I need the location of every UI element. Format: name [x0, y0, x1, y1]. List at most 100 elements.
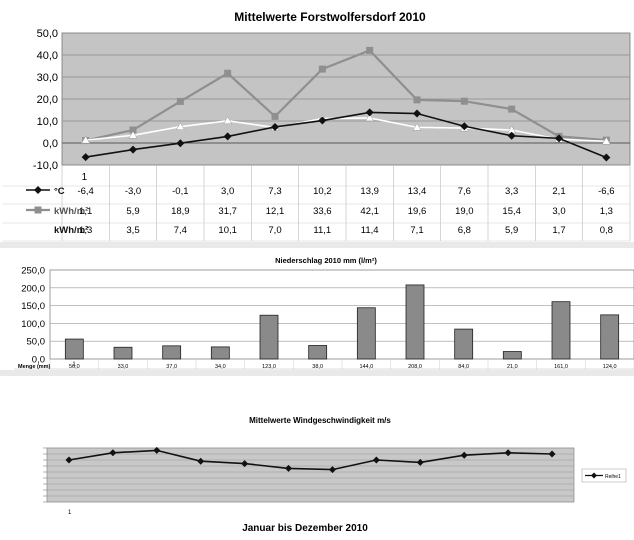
y-tick-label: 20,0	[37, 94, 58, 106]
table-cell-value: 3,0	[221, 186, 234, 197]
legend-label: kWh/m²	[54, 206, 88, 217]
plot-area	[46, 447, 575, 503]
table-cell-value: 7,6	[458, 186, 471, 197]
wind-speed-chart-panel: Mittelwerte Windgeschwindigkeit m/s Janu…	[0, 376, 634, 535]
table-cell-value: 10,2	[313, 186, 332, 197]
series-temperature-point	[81, 153, 90, 162]
series-temperature-point	[413, 109, 421, 118]
series-radiation-2-point	[412, 122, 422, 131]
legend-label: kWh/m²	[54, 225, 88, 236]
series-temperature-point	[271, 122, 279, 131]
series-temperature-point	[460, 122, 469, 131]
x-tick-label: 1	[82, 172, 88, 183]
panel-separator	[0, 242, 634, 248]
table-cell-value: 84,0	[458, 364, 469, 370]
table-cell-value: 7,0	[268, 225, 281, 236]
series-wind-point	[241, 460, 249, 468]
wind-speed-chart: Mittelwerte Windgeschwindigkeit m/s Janu…	[43, 416, 627, 534]
table-cell-value: 208,0	[408, 364, 422, 370]
legend-label: °C	[54, 186, 65, 197]
series-radiation-2-line	[85, 117, 607, 143]
series-radiation-1-point	[460, 97, 468, 105]
y-tick-label: 50,0	[37, 28, 58, 40]
legend-marker	[591, 472, 597, 479]
series-wind-point	[504, 449, 512, 457]
table-cell-value: 1,3	[600, 206, 613, 217]
table-cell-value: -3,0	[125, 186, 141, 197]
temperature-radiation-chart-panel: Mittelwerte Forstwolfersdorf 2010 50,0 40…	[0, 0, 634, 242]
precipitation-chart-panel: Niederschlag 2010 mm (l/m²) 250,0 200,0 15…	[0, 248, 634, 370]
table-cell-value: 34,0	[215, 364, 226, 370]
series-wind-point	[372, 456, 380, 464]
precipitation-chart: Niederschlag 2010 mm (l/m²) 250,0200,015…	[14, 256, 634, 370]
panel-separator	[0, 370, 634, 376]
series-wind-point	[65, 456, 73, 464]
table-cell-value: 21,0	[507, 364, 518, 370]
table-cell-value: -6,4	[77, 186, 93, 197]
series-temperature-point	[318, 116, 327, 125]
series-radiation-1-point	[366, 46, 374, 54]
legend-marker	[34, 186, 42, 194]
series-wind-point	[548, 450, 556, 458]
series-radiation-2-point	[175, 122, 185, 130]
table-cell-value: 11,4	[361, 225, 379, 236]
table-cell-value: 1,7	[552, 225, 565, 236]
bar	[210, 346, 230, 360]
y-tick-label: 10,0	[37, 116, 58, 128]
table-cell-value: 3,5	[126, 225, 139, 236]
series-radiation-1-point	[318, 65, 326, 73]
table-cell-value: 10,1	[218, 225, 237, 236]
series-wind-point	[197, 457, 205, 465]
series-radiation-1-point	[224, 69, 232, 77]
table-cell-value: 7,1	[410, 225, 423, 236]
series-wind-point	[328, 466, 336, 474]
series-radiation-2-point	[601, 136, 611, 145]
table-cell-value: 19,6	[408, 206, 427, 217]
table-cell-value: 11,1	[313, 225, 331, 236]
bar	[259, 314, 279, 360]
table-cell-value: -0,1	[172, 186, 188, 197]
chart-title: Mittelwerte Windgeschwindigkeit m/s	[249, 416, 391, 425]
series-temperature-point	[176, 139, 185, 148]
table-cell-value: 15,4	[502, 206, 521, 217]
table-cell-value: 6,8	[458, 225, 471, 236]
bar	[600, 314, 620, 360]
temperature-radiation-chart: Mittelwerte Forstwolfersdorf 2010 50,0 40…	[2, 10, 631, 242]
legend-label: Reihe1	[605, 474, 621, 480]
table-cell-value: 42,1	[360, 206, 379, 217]
bar	[356, 307, 376, 360]
series-radiation-1-point	[176, 97, 184, 105]
table-cell-value: 37,0	[166, 364, 177, 370]
table-cell-value: 12,1	[266, 206, 285, 217]
bar	[113, 346, 133, 360]
x-tick-label: 1	[68, 510, 72, 516]
series-temperature-point	[555, 134, 563, 143]
table-cell-value: 3,0	[552, 206, 565, 217]
series-radiation-2-point	[223, 116, 233, 125]
series-wind-point	[285, 464, 293, 472]
table-cell-value: 33,6	[313, 206, 332, 217]
series-temperature-point	[129, 145, 137, 154]
bar	[502, 351, 522, 360]
table-cell-value: 161,0	[554, 364, 568, 370]
bar	[308, 345, 328, 360]
bar	[551, 301, 571, 360]
y-tick-label: 0,0	[32, 355, 45, 366]
chart-subtitle: Januar bis Dezember 2010	[242, 523, 368, 534]
table-cell-value: 1,3	[79, 225, 92, 236]
series-wind-point	[460, 451, 468, 459]
table-cell-value: 5,9	[126, 206, 139, 217]
bar	[162, 345, 182, 360]
table-cell-value: 7,3	[268, 186, 281, 197]
series-wind-point	[416, 458, 424, 466]
chart-title: Mittelwerte Forstwolfersdorf 2010	[234, 10, 426, 24]
y-tick-label: 30,0	[37, 72, 58, 84]
series-radiation-2-point	[81, 135, 91, 144]
series-wind-point	[109, 449, 117, 457]
bar	[454, 328, 474, 360]
table-cell-value: 5,9	[505, 225, 518, 236]
table-cell-value: 144,0	[359, 364, 373, 370]
series-temperature-point	[507, 131, 516, 140]
y-tick-label: -10,0	[33, 160, 58, 172]
series-radiation-1-point	[129, 126, 137, 134]
